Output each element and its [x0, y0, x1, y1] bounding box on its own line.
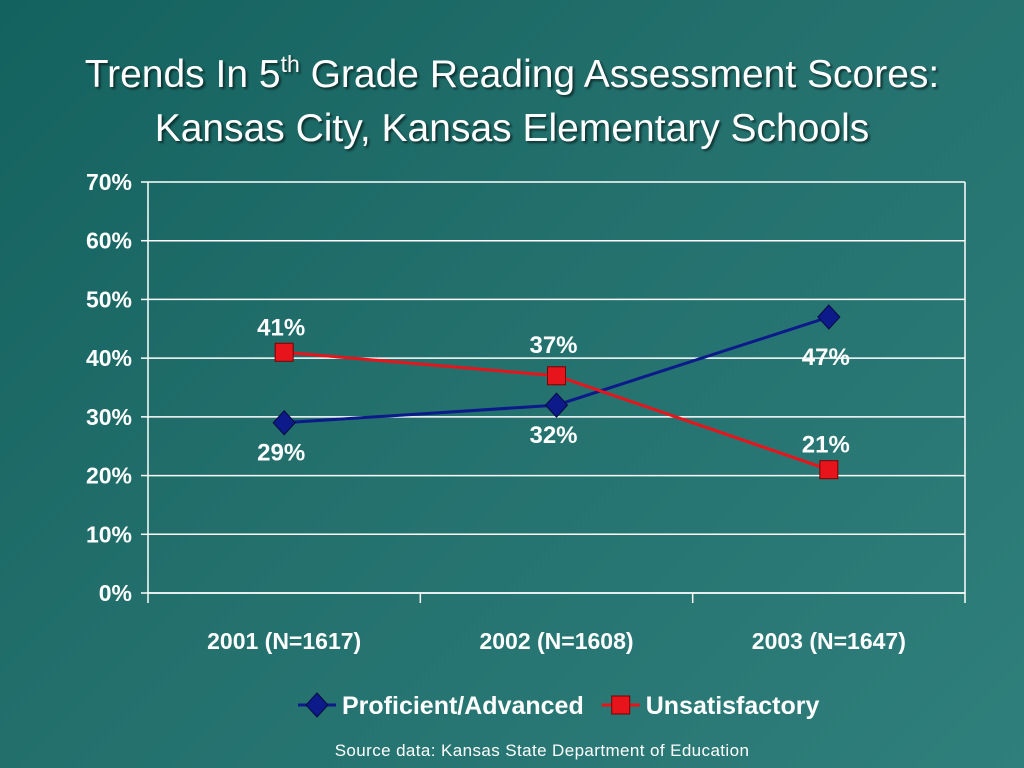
y-tick-label: 30% — [86, 404, 132, 430]
title-text-part: Grade Reading Assessment Scores: — [299, 53, 940, 96]
axes: 0% 10% 20% 30% 40% 50% 60% 70% 2001 (N=1617) 2002… — [86, 169, 966, 654]
title-line-2: Kansas City, Kansas Elementary Schools — [154, 107, 870, 150]
data-label: 37% — [529, 332, 577, 359]
grid-lines — [148, 181, 965, 594]
y-tick-label: 50% — [86, 286, 132, 312]
data-label: 21% — [802, 432, 850, 459]
x-tick-label: 2001 (N=1617) — [207, 628, 361, 654]
chart-title: Trends In 5th Grade Reading Assessment S… — [0, 48, 1024, 156]
square-marker — [819, 460, 839, 480]
series-group — [272, 304, 841, 480]
square-marker — [547, 366, 566, 386]
y-tick-label: 60% — [86, 228, 132, 254]
square-marker — [274, 342, 294, 362]
source-note: Source data: Kansas State Department of … — [334, 741, 750, 760]
y-tick-label: 40% — [86, 345, 132, 371]
diamond-marker — [544, 392, 569, 418]
data-label: 41% — [257, 314, 305, 341]
x-tick-label: 2003 (N=1647) — [752, 628, 906, 654]
legend-label: Unsatisfactory — [646, 692, 820, 720]
legend-square-marker — [611, 695, 631, 715]
diamond-marker — [272, 409, 296, 436]
x-tick-label: 2002 (N=1608) — [479, 628, 633, 654]
y-tick-label: 70% — [86, 169, 132, 195]
title-line-1: Trends In 5th Grade Reading Assessment S… — [0, 48, 1024, 102]
y-tick-label: 20% — [86, 463, 132, 489]
data-label: 29% — [257, 440, 305, 467]
diamond-marker — [817, 304, 841, 330]
legend-label: Proficient/Advanced — [342, 692, 584, 720]
data-label: 47% — [802, 344, 850, 371]
legend-diamond-marker — [305, 692, 329, 718]
y-tick-label: 10% — [86, 521, 132, 547]
title-superscript: th — [280, 51, 300, 77]
legend: Proficient/Advanced Unsatisfactory — [298, 692, 820, 720]
title-text-part: Trends In 5 — [84, 53, 281, 96]
data-label: 32% — [529, 422, 577, 449]
data-labels: 29% 32% 47% 41% 37% 21% — [257, 314, 850, 466]
y-tick-label: 0% — [99, 580, 132, 606]
